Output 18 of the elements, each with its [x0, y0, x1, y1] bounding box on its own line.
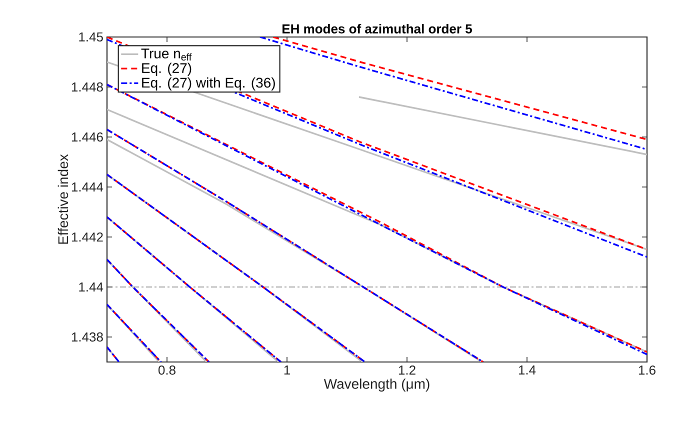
x-tick-label: 1.2 [398, 366, 416, 375]
x-tick-label: 1.4 [518, 366, 536, 374]
x-tick-label: 1.6 [638, 366, 656, 375]
y-tick-label: 1.448 [72, 82, 103, 92]
x-tick-label: 0.8 [158, 366, 176, 375]
legend-label: Eq. (27) with Eq. (36) [142, 77, 275, 90]
y-tick-label: 1.446 [72, 132, 103, 142]
y-axis-title: Effective index [58, 154, 68, 244]
legend-label: True n$_{eff}$ [141, 48, 192, 61]
y-tick-label: 1.438 [72, 332, 103, 342]
x-tick-label: 1 [284, 366, 290, 374]
y-tick-label: 1.442 [72, 232, 103, 242]
chart-title: EH modes of azimuthal order 5 [282, 24, 472, 34]
x-axis-title: Wavelength (μm) [324, 378, 430, 392]
y-tick-label: 1.44 [79, 282, 104, 292]
y-tick-label: 1.444 [72, 182, 104, 192]
y-tick-label: 1.45 [79, 32, 103, 42]
legend-label: Eq. (27) [142, 62, 192, 76]
